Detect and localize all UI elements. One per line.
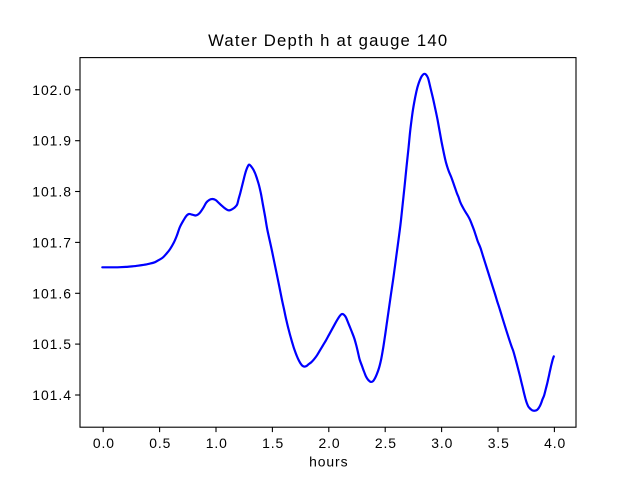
svg-text:101.7: 101.7 [32, 234, 72, 250]
svg-text:2.5: 2.5 [375, 435, 397, 451]
svg-text:2.0: 2.0 [318, 435, 340, 451]
svg-text:101.5: 101.5 [32, 336, 72, 352]
svg-text:4.0: 4.0 [544, 435, 566, 451]
svg-text:1.0: 1.0 [206, 435, 228, 451]
svg-text:101.4: 101.4 [32, 387, 72, 403]
svg-text:1.5: 1.5 [262, 435, 284, 451]
svg-text:101.9: 101.9 [32, 133, 72, 149]
svg-text:Water Depth h at gauge 140: Water Depth h at gauge 140 [208, 31, 448, 50]
svg-text:3.5: 3.5 [488, 435, 510, 451]
svg-text:101.6: 101.6 [32, 285, 72, 301]
svg-text:0.5: 0.5 [149, 435, 171, 451]
svg-text:0.0: 0.0 [93, 435, 115, 451]
svg-text:3.0: 3.0 [431, 435, 453, 451]
svg-text:101.8: 101.8 [32, 184, 72, 200]
svg-text:102.0: 102.0 [32, 82, 72, 98]
svg-text:hours: hours [309, 453, 348, 469]
